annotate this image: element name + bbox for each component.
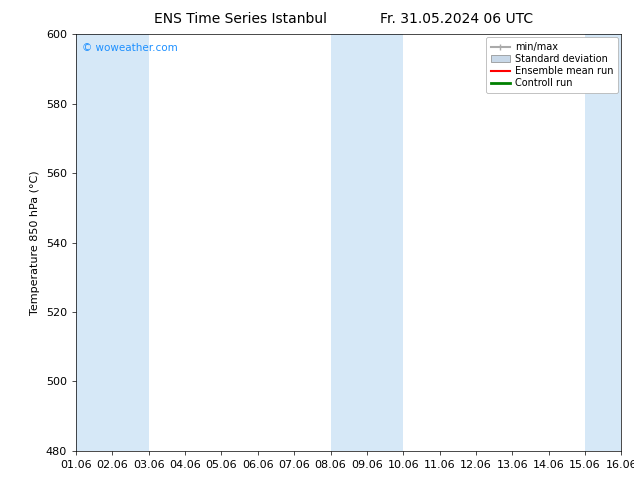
Text: Fr. 31.05.2024 06 UTC: Fr. 31.05.2024 06 UTC: [380, 12, 533, 26]
Y-axis label: Temperature 850 hPa (°C): Temperature 850 hPa (°C): [30, 170, 40, 315]
Text: ENS Time Series Istanbul: ENS Time Series Istanbul: [155, 12, 327, 26]
Bar: [330, 34, 403, 451]
Text: © woweather.com: © woweather.com: [82, 43, 178, 52]
Bar: [585, 34, 621, 451]
Bar: [76, 34, 149, 451]
Legend: min/max, Standard deviation, Ensemble mean run, Controll run: min/max, Standard deviation, Ensemble me…: [486, 37, 618, 93]
